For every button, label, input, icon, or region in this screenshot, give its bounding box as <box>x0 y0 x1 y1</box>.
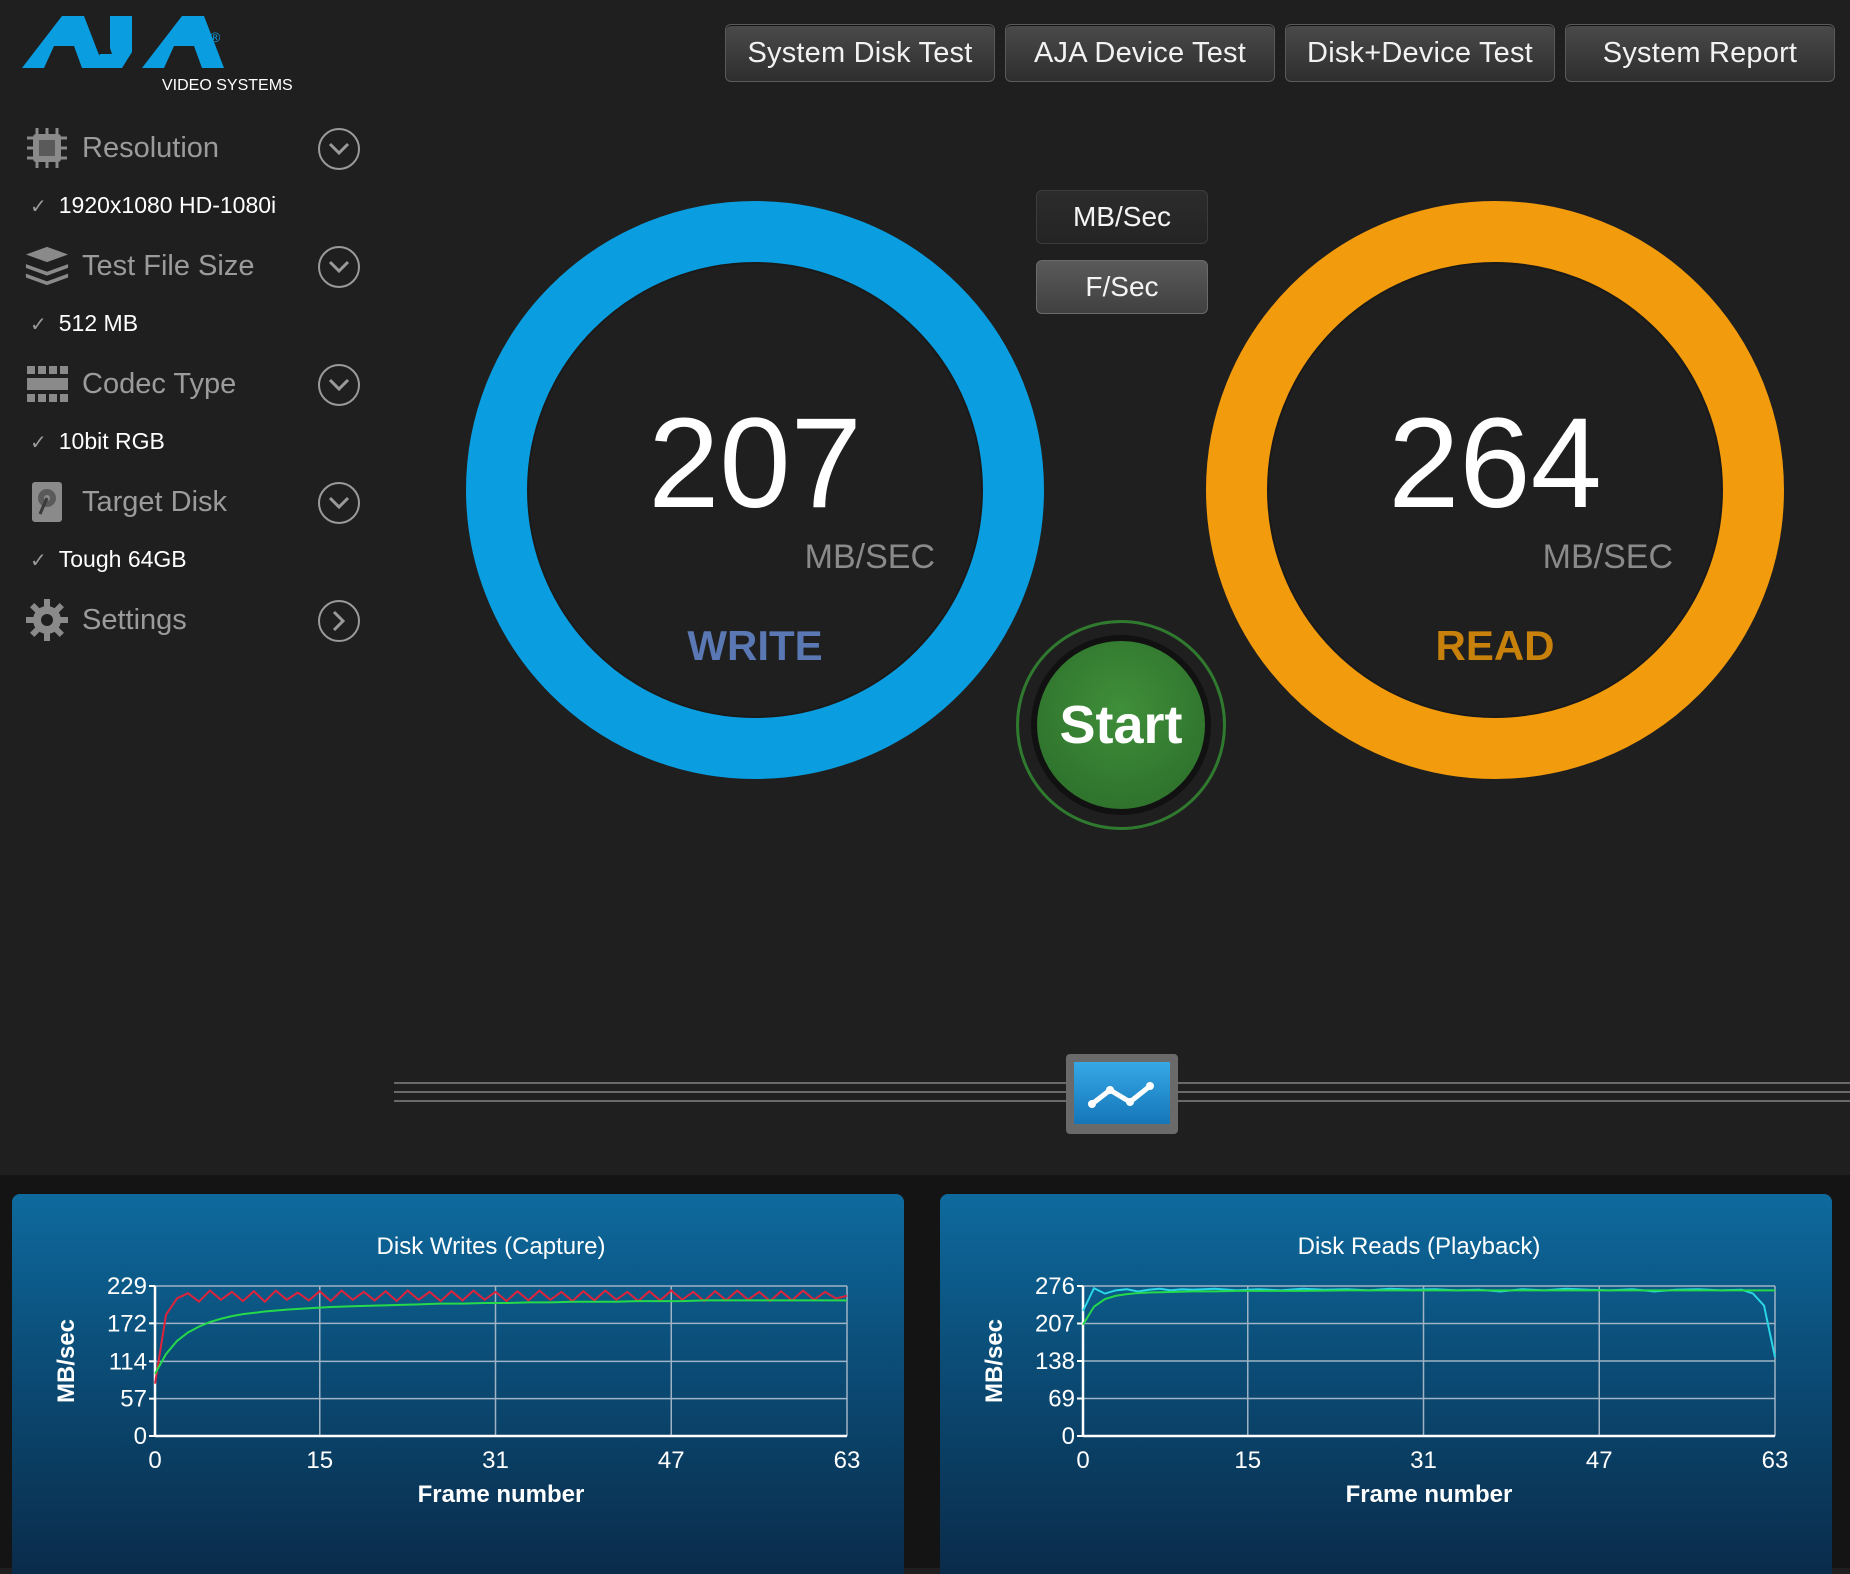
read-gauge: 264 MB/SEC READ <box>1205 200 1785 780</box>
x-tick-label: 0 <box>148 1447 161 1474</box>
x-tick-label: 15 <box>1234 1447 1261 1474</box>
series-line-0 <box>1082 1286 1776 1358</box>
target-disk-value-text: Tough 64GB <box>58 546 187 572</box>
y-axis-label: MB/sec <box>53 1319 80 1403</box>
sidebar-item-codec-type[interactable]: Codec Type <box>24 354 364 414</box>
sidebar-item-test-file-size[interactable]: Test File Size <box>24 236 364 296</box>
sidebar-item-settings[interactable]: Settings <box>24 590 364 650</box>
chart-title: Disk Writes (Capture) <box>377 1233 606 1260</box>
logo-mark: ® <box>210 29 221 45</box>
test-mode-tabs: System Disk Test AJA Device Test Disk+De… <box>725 24 1835 82</box>
chip-icon <box>24 125 70 171</box>
write-speed-unit: MB/SEC <box>804 538 935 576</box>
x-tick-label: 31 <box>1410 1447 1437 1474</box>
y-tick-label: 276 <box>1035 1273 1075 1300</box>
x-tick-label: 31 <box>482 1447 509 1474</box>
codec-type-value: ✓ 10bit RGB <box>30 428 165 455</box>
y-tick-label: 0 <box>134 1423 147 1450</box>
series-line-0 <box>154 1289 848 1384</box>
series-line-1 <box>154 1299 847 1375</box>
x-tick-label: 63 <box>1762 1447 1789 1474</box>
chevron-right-icon[interactable] <box>318 600 360 642</box>
disk-writes-chart: Disk Writes (Capture) 0 15 31 47 63 0 57 114 172 2… <box>53 1233 861 1508</box>
tab-system-disk-test[interactable]: System Disk Test <box>725 24 995 82</box>
line-graph-icon <box>1088 1082 1154 1108</box>
x-axis-label: Frame number <box>418 1481 585 1508</box>
x-tick-label: 0 <box>1076 1447 1089 1474</box>
y-tick-label: 207 <box>1035 1311 1075 1338</box>
y-tick-label: 57 <box>120 1386 147 1413</box>
chart-title: Disk Reads (Playback) <box>1298 1233 1541 1260</box>
sidebar-item-label: Codec Type <box>82 367 237 400</box>
start-button[interactable]: Start <box>1031 635 1211 815</box>
x-tick-label: 63 <box>834 1447 861 1474</box>
chevron-down-icon[interactable] <box>318 482 360 524</box>
check-icon: ✓ <box>30 314 47 336</box>
film-icon <box>24 361 70 407</box>
test-file-size-value: ✓ 512 MB <box>30 310 138 337</box>
logo-subtitle: VIDEO SYSTEMS <box>162 77 293 94</box>
check-icon: ✓ <box>30 196 47 218</box>
x-axis-label: Frame number <box>1346 1481 1513 1508</box>
resolution-value: ✓ 1920x1080 HD-1080i <box>30 192 276 219</box>
disk-reads-panel: Disk Reads (Playback) 0 15 31 47 63 0 69 138 207 2… <box>940 1194 1832 1574</box>
x-tick-label: 47 <box>1586 1447 1613 1474</box>
disk-reads-chart: Disk Reads (Playback) 0 15 31 47 63 0 69 138 207 2… <box>981 1233 1789 1508</box>
frames-per-sec-button[interactable]: F/Sec <box>1036 260 1208 314</box>
gear-icon <box>24 597 70 643</box>
aja-logo: ® VIDEO SYSTEMS <box>22 8 352 98</box>
start-button-ring: Start <box>1016 620 1226 830</box>
y-tick-label: 229 <box>107 1273 147 1300</box>
y-tick-label: 114 <box>109 1348 147 1375</box>
check-icon: ✓ <box>30 550 47 572</box>
x-tick-label: 47 <box>658 1447 685 1474</box>
test-file-size-value-text: 512 MB <box>58 310 139 336</box>
check-icon: ✓ <box>30 432 47 454</box>
write-gauge: 207 MB/SEC WRITE <box>465 200 1045 780</box>
tab-disk-device-test[interactable]: Disk+Device Test <box>1285 24 1555 82</box>
series-line-1 <box>1082 1289 1775 1326</box>
y-tick-label: 0 <box>1062 1423 1075 1450</box>
tab-system-report[interactable]: System Report <box>1565 24 1835 82</box>
target-disk-value: ✓ Tough 64GB <box>30 546 187 573</box>
disk-icon <box>24 479 70 525</box>
sidebar-item-target-disk[interactable]: Target Disk <box>24 472 364 532</box>
write-speed-value: 207 <box>648 392 862 535</box>
chevron-down-icon[interactable] <box>318 364 360 406</box>
y-axis-label: MB/sec <box>981 1319 1008 1403</box>
sidebar-item-resolution[interactable]: Resolution <box>24 118 364 178</box>
mb-per-sec-button[interactable]: MB/Sec <box>1036 190 1208 244</box>
y-tick-label: 172 <box>107 1310 147 1337</box>
resolution-value-text: 1920x1080 HD-1080i <box>58 192 277 218</box>
read-speed-unit: MB/SEC <box>1542 538 1673 576</box>
codec-type-value-text: 10bit RGB <box>58 428 165 454</box>
x-tick-label: 15 <box>306 1447 333 1474</box>
write-label: WRITE <box>687 622 823 669</box>
y-tick-label: 138 <box>1035 1348 1075 1375</box>
read-speed-value: 264 <box>1388 392 1602 535</box>
sidebar-item-label: Target Disk <box>82 485 228 518</box>
sidebar-item-label: Settings <box>82 603 187 636</box>
stack-icon <box>24 243 70 289</box>
read-label: READ <box>1435 622 1555 669</box>
tab-aja-device-test[interactable]: AJA Device Test <box>1005 24 1275 82</box>
chevron-down-icon[interactable] <box>318 128 360 170</box>
disk-writes-panel: Disk Writes (Capture) 0 15 31 47 63 0 57 114 172 2… <box>12 1194 904 1574</box>
chevron-down-icon[interactable] <box>318 246 360 288</box>
sidebar-item-label: Resolution <box>82 131 220 164</box>
graph-toggle-button[interactable] <box>1066 1054 1178 1134</box>
y-tick-label: 69 <box>1048 1386 1075 1413</box>
sidebar-item-label: Test File Size <box>82 249 255 282</box>
